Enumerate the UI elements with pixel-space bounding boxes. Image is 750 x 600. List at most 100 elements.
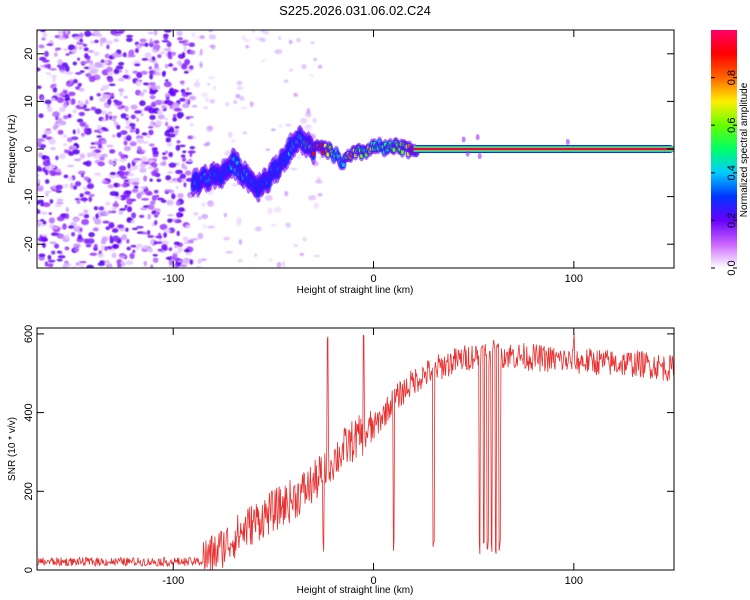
colorbar-tick-label: 0.2 — [726, 213, 738, 228]
noise-speck — [49, 241, 57, 245]
noise-speck — [149, 200, 156, 206]
noise-speck — [152, 44, 161, 51]
noise-speck — [79, 260, 87, 264]
noise-speck — [74, 181, 82, 187]
noise-speck — [130, 126, 136, 130]
noise-speck — [105, 66, 113, 72]
noise-speck — [231, 183, 239, 187]
noise-speck — [74, 197, 80, 201]
noise-speck — [88, 232, 95, 238]
noise-speck — [51, 250, 56, 255]
noise-speck — [135, 90, 141, 96]
noise-speck — [195, 78, 200, 84]
noise-speck — [189, 65, 194, 70]
noise-speck — [153, 30, 158, 36]
noise-speck — [105, 113, 109, 121]
noise-speck — [108, 159, 113, 165]
noise-speck — [117, 224, 124, 229]
noise-speck — [41, 242, 47, 248]
noise-speck — [55, 201, 64, 205]
noise-speck — [118, 209, 124, 215]
noise-speck — [37, 141, 42, 148]
noise-speck — [124, 105, 129, 112]
noise-speck — [175, 200, 181, 206]
noise-speck — [163, 81, 172, 88]
noise-speck — [83, 127, 88, 133]
noise-speck — [243, 38, 251, 42]
noise-speck — [70, 98, 76, 105]
noise-speck — [68, 176, 74, 181]
noise-speck — [37, 85, 42, 90]
noise-speck — [102, 84, 110, 91]
noise-speck — [160, 51, 165, 55]
colorbar-label: Normalized spectral amplitude — [739, 82, 750, 217]
noise-speck — [38, 113, 44, 119]
noise-speck — [105, 59, 109, 65]
noise-speck — [52, 87, 58, 93]
noise-speck — [204, 97, 210, 103]
noise-speck — [202, 224, 207, 229]
noise-speck — [241, 35, 246, 41]
noise-speck — [79, 32, 84, 38]
noise-speck — [120, 130, 128, 135]
noise-speck — [72, 217, 80, 223]
noise-speck — [85, 160, 92, 167]
noise-speck — [79, 263, 85, 268]
noise-speck — [50, 84, 55, 89]
noise-speck — [108, 83, 116, 87]
noise-speck — [166, 199, 174, 206]
noise-speck — [105, 201, 111, 206]
noise-speck — [88, 49, 95, 53]
noise-speck — [126, 134, 132, 142]
noise-speck — [41, 155, 47, 160]
noise-speck — [65, 71, 74, 75]
noise-speck — [188, 42, 196, 48]
y-tick-label: 600 — [23, 325, 35, 343]
noise-speck — [225, 102, 230, 107]
noise-speck — [191, 32, 196, 38]
noise-speck — [130, 244, 137, 248]
noise-speck — [109, 191, 118, 196]
noise-speck — [65, 234, 69, 240]
noise-speck — [50, 232, 59, 237]
noise-speck — [249, 101, 254, 107]
noise-speck — [128, 54, 136, 58]
noise-speck — [141, 245, 150, 250]
noise-speck — [78, 111, 85, 117]
noise-speck — [56, 250, 62, 254]
y-tick-label: 0 — [23, 567, 35, 573]
noise-speck — [64, 65, 70, 72]
noise-speck — [201, 213, 209, 220]
noise-speck — [154, 63, 159, 69]
noise-speck — [251, 30, 256, 34]
noise-speck — [126, 198, 133, 205]
noise-speck — [169, 105, 174, 110]
noise-speck — [241, 106, 248, 110]
noise-speck — [184, 98, 189, 104]
noise-speck — [89, 146, 97, 149]
noise-speck — [105, 40, 113, 45]
noise-speck — [282, 261, 286, 268]
noise-speck — [139, 163, 147, 168]
noise-speck — [113, 33, 121, 37]
noise-speck — [101, 139, 107, 145]
noise-speck — [161, 156, 168, 160]
noise-speck — [164, 121, 169, 127]
noise-speck — [55, 184, 63, 191]
noise-speck — [185, 252, 193, 256]
noise-speck — [168, 151, 173, 158]
noise-speck — [181, 103, 190, 109]
noise-speck — [270, 223, 277, 227]
noise-speck — [131, 227, 139, 231]
noise-speck — [149, 178, 153, 182]
x-tick-label: 0 — [370, 575, 376, 587]
noise-speck — [165, 79, 169, 82]
noise-speck — [196, 36, 204, 39]
noise-speck — [126, 34, 134, 38]
noise-speck — [100, 110, 108, 116]
noise-speck — [57, 216, 65, 222]
noise-speck — [313, 202, 320, 209]
noise-speck — [119, 194, 126, 201]
ridge-core — [341, 162, 346, 168]
noise-speck — [163, 232, 168, 238]
